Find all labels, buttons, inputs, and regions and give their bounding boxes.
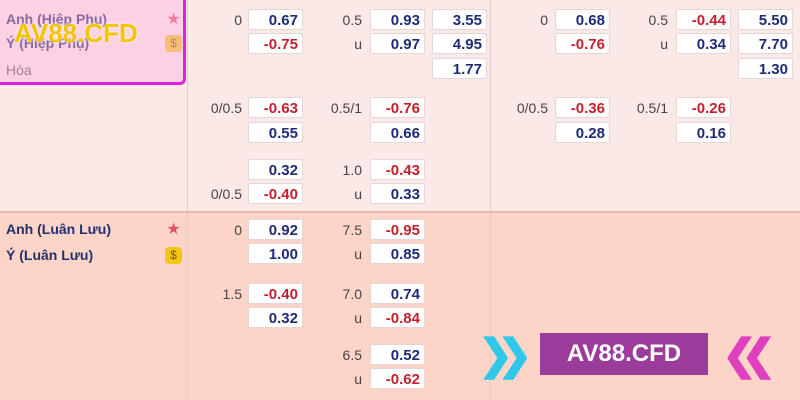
odds-cell: 0.16 [676, 122, 731, 143]
odds-cell: -0.75 [248, 33, 303, 54]
odds-cell: -0.76 [370, 97, 425, 118]
odds-cell: -0.62 [370, 368, 425, 389]
line-label: u [354, 186, 362, 202]
odds-cell: -0.43 [370, 159, 425, 180]
section: Anh (Hiệp Phụ) ★ Ý (Hiệp Phụ) $ Hòa 0 0.67 0.5 0… [6, 0, 793, 211]
odds-cell: -0.95 [370, 219, 425, 240]
line-label: 0/0.5 [210, 186, 242, 202]
odds-cell: 0.66 [370, 122, 425, 143]
odds-cell: 0.85 [370, 243, 425, 264]
team-icon: $ [165, 247, 182, 264]
team-name: Anh (Luân Lưu) [6, 221, 111, 237]
line-label: 0/0.5 [210, 100, 242, 116]
odds-cell: -0.36 [555, 97, 610, 118]
line-label: u [354, 310, 362, 326]
watermark: AV88.CFD [540, 333, 708, 375]
line-label: 0.5/1 [330, 100, 362, 116]
line-label: 0/0.5 [516, 100, 548, 116]
team-icon: $ [165, 35, 182, 52]
odds-cell: 1.77 [432, 58, 487, 79]
odds-cell: 0.28 [555, 122, 610, 143]
team-name: Ý (Hiệp Phụ) [6, 35, 90, 51]
odds-cell: -0.63 [248, 97, 303, 118]
odds-cell: -0.26 [676, 97, 731, 118]
odds-cell: 0.33 [370, 183, 425, 204]
line-label: u [660, 36, 668, 52]
line-label: u [354, 371, 362, 387]
odds-cell: 0.93 [370, 9, 425, 30]
team-name: Anh (Hiệp Phụ) [6, 11, 108, 27]
odds-cell: 0.32 [248, 159, 303, 180]
divider [0, 211, 800, 213]
line-label: 6.5 [342, 347, 362, 363]
line-label: 0.5/1 [636, 100, 668, 116]
odds-cell: -0.40 [248, 283, 303, 304]
column-divider [187, 0, 188, 211]
line-label: u [354, 246, 362, 262]
odds-cell: 7.70 [738, 33, 793, 54]
line-label: 0.5 [648, 12, 668, 28]
team-icon: ★ [166, 11, 181, 28]
odds-cell: 4.95 [432, 33, 487, 54]
section: Anh (Luân Lưu) ★ Ý (Luân Lưu) $0 0.92 7.5 -0.9… [0, 213, 800, 400]
odds-cell: 0.52 [370, 344, 425, 365]
line-label: 0.5 [342, 12, 362, 28]
column-divider [187, 213, 188, 400]
odds-cell: 0.67 [248, 9, 303, 30]
odds-cell: 1.00 [248, 243, 303, 264]
column-divider [490, 213, 491, 400]
arrow-icon: ❯❯ [478, 331, 533, 378]
column-divider [490, 0, 491, 211]
team-name: Hòa [6, 62, 32, 78]
line-label: 0 [234, 12, 242, 28]
odds-cell: 0.34 [676, 33, 731, 54]
odds-cell: -0.40 [248, 183, 303, 204]
line-label: 7.0 [342, 286, 362, 302]
line-label: 1.0 [342, 162, 362, 178]
line-label: 0 [540, 12, 548, 28]
odds-cell: -0.76 [555, 33, 610, 54]
team-name: Ý (Luân Lưu) [6, 247, 94, 263]
arrow-icon: ❮❮ [722, 331, 777, 378]
watermark: AV88.CFD [14, 18, 138, 48]
odds-cell: -0.84 [370, 307, 425, 328]
line-label: 0 [234, 222, 242, 238]
odds-cell: 1.30 [738, 58, 793, 79]
odds-cell: 0.92 [248, 219, 303, 240]
odds-cell: 0.32 [248, 307, 303, 328]
odds-cell: 0.74 [370, 283, 425, 304]
line-label: 7.5 [342, 222, 362, 238]
line-label: 1.5 [222, 286, 242, 302]
odds-cell: 0.68 [555, 9, 610, 30]
team-icon: ★ [166, 221, 181, 238]
odds-cell: 5.50 [738, 9, 793, 30]
watermark-box [0, 0, 186, 85]
line-label: u [354, 36, 362, 52]
odds-cell: 0.55 [248, 122, 303, 143]
odds-cell: -0.44 [676, 9, 731, 30]
odds-cell: 3.55 [432, 9, 487, 30]
odds-cell: 0.97 [370, 33, 425, 54]
